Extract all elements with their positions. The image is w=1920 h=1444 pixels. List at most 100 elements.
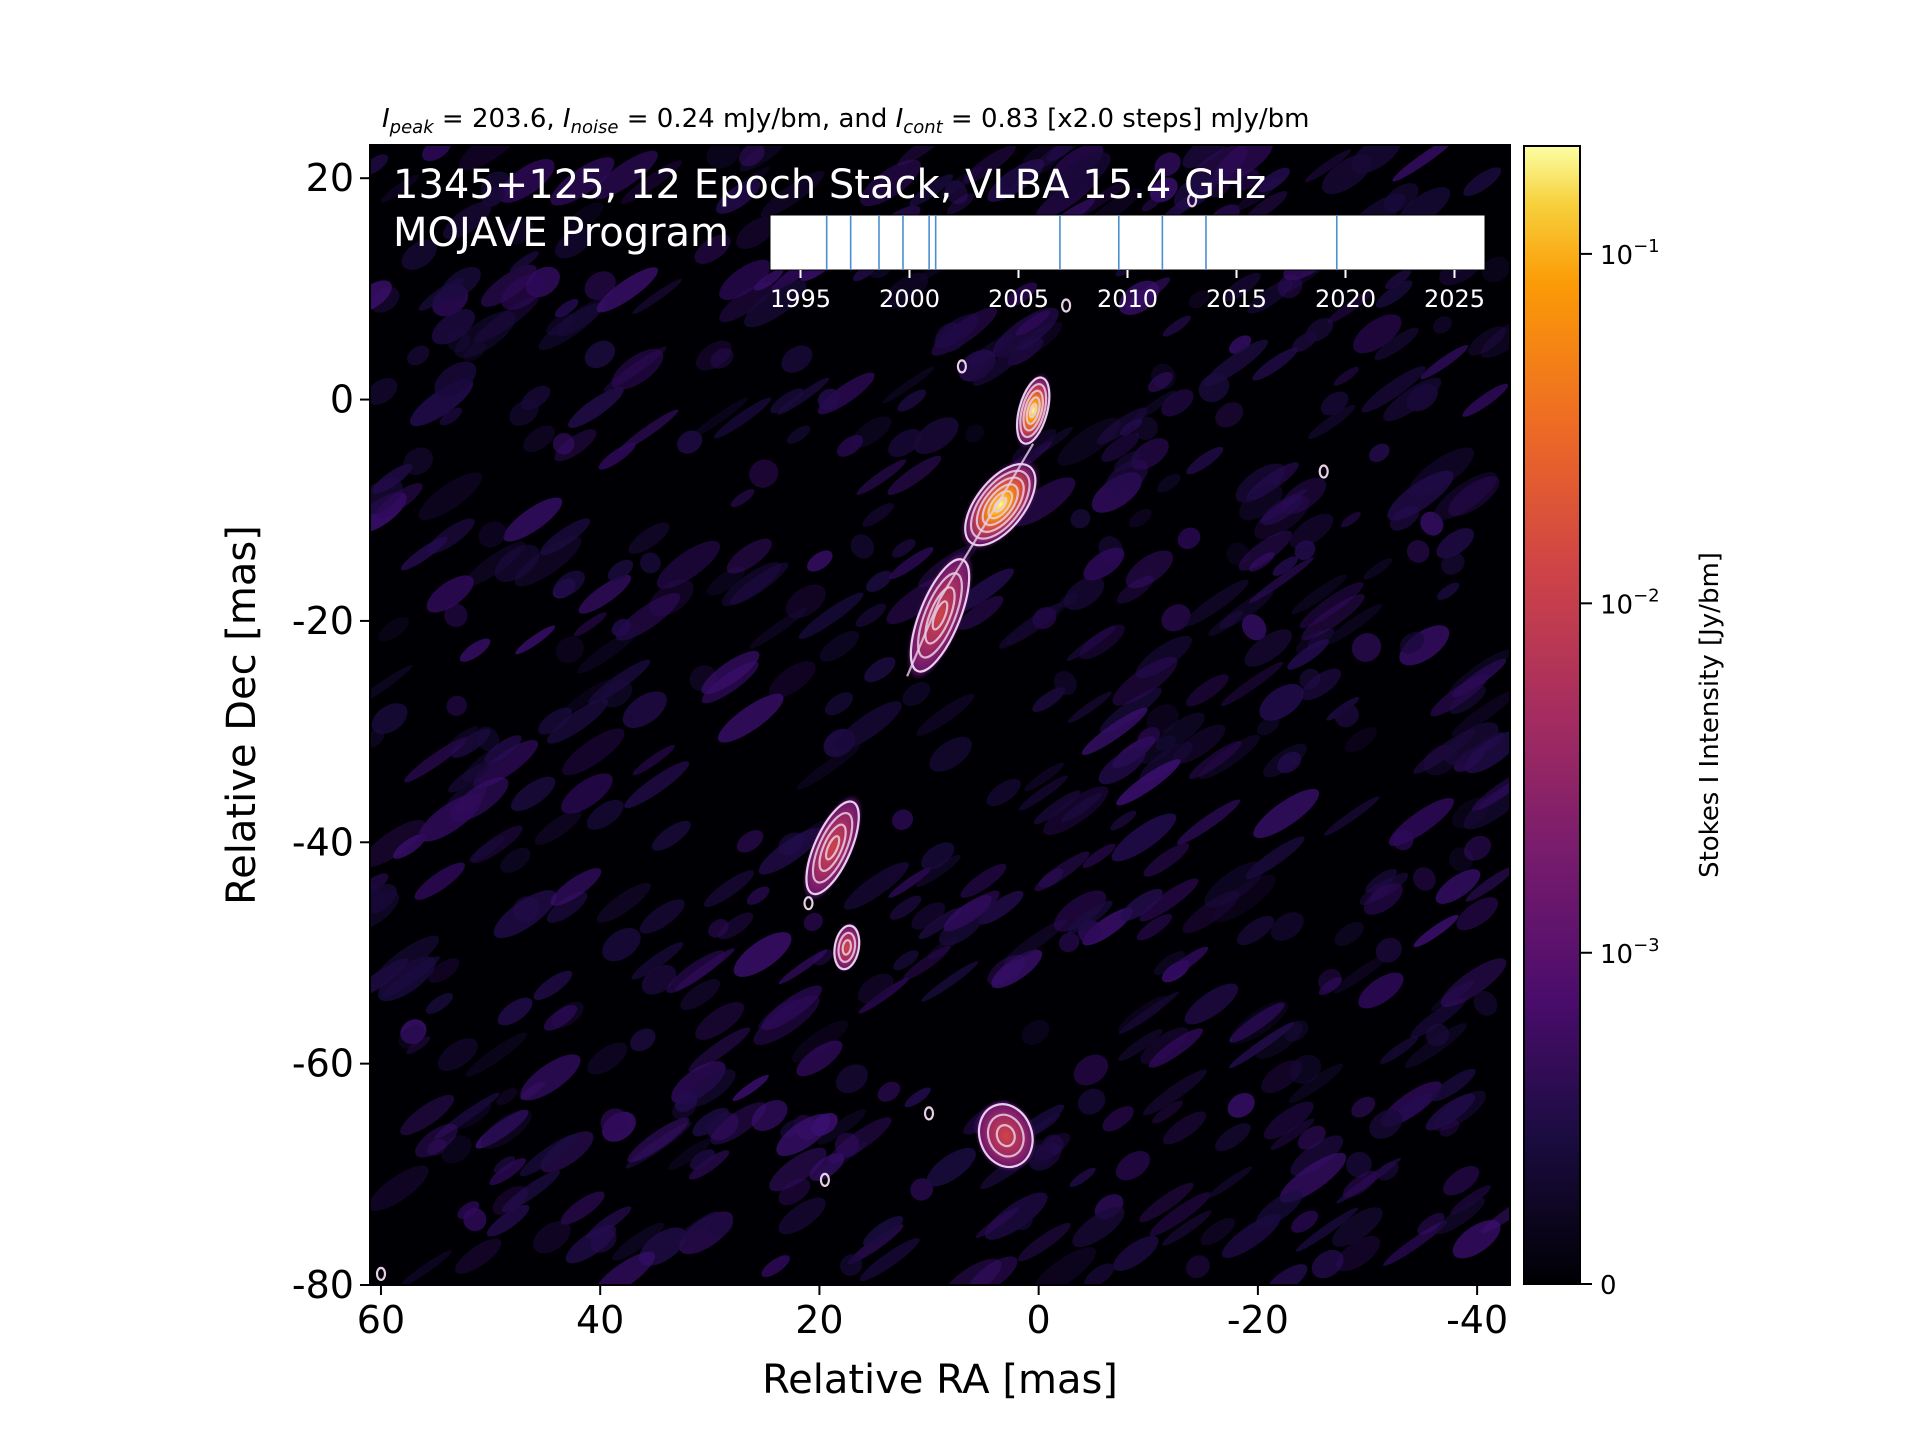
noise-speckle [493,1156,516,1174]
noise-speckle [407,345,430,366]
noise-speckle [991,949,1043,989]
noise-speckle [1436,528,1475,559]
noise-speckle [1236,916,1274,946]
noise-speckle [1156,473,1181,493]
noise-speckle [427,518,475,554]
noise-speckle [819,630,860,662]
noise-speckle [1113,450,1141,472]
noise-speckle [550,157,615,206]
noise-speckle [746,886,770,905]
noise-speckle [1241,614,1267,641]
noise-speckle [1116,575,1154,604]
noise-speckle [1032,1247,1097,1285]
noise-speckle [1291,574,1347,615]
noise-speckle [744,280,807,328]
noise-speckle [1047,152,1111,201]
noise-speckle [1277,751,1302,774]
noise-speckle [835,1064,868,1094]
noise-speckle [785,584,826,619]
noise-speckle [1137,727,1161,747]
noise-speckle [863,1216,904,1247]
noise-speckle [828,1117,892,1164]
noise-speckle [1188,290,1210,309]
noise-speckle [415,1123,458,1158]
noise-speckle [472,740,539,789]
noise-speckle [758,827,822,875]
noise-speckle [1448,476,1500,517]
y-tick-label: -40 [292,820,354,864]
noise-speckle [1119,418,1143,436]
noise-speckle [749,607,808,649]
contour-knot-c [833,924,861,971]
noise-speckle [621,160,682,204]
noise-speckle [736,216,776,249]
noise-speckle [459,638,491,662]
noise-speckle [732,1074,769,1102]
noise-speckle [1441,552,1465,575]
noise-speckle [1148,1028,1203,1068]
noise-speckle [986,778,1021,807]
noise-speckle [1368,443,1390,463]
noise-speckle [418,793,482,842]
timeline-tick-label: 2005 [988,285,1049,313]
noise-speckle [1115,1150,1151,1181]
contour-islet [375,1266,387,1282]
noise-speckle [1420,345,1469,380]
noise-speckle [534,809,582,845]
noise-speckle [1176,799,1241,845]
noise-speckle [611,618,631,637]
contour-layer [375,193,1329,1282]
noise-speckle [943,890,1000,932]
noise-speckle [1346,1151,1372,1178]
noise-speckle [695,1001,745,1040]
noise-speckle [1331,1207,1383,1247]
noise-speckle [1162,946,1209,980]
noise-speckle [1118,991,1180,1035]
noise-speckle [1304,149,1352,183]
noise-speckle [1142,1069,1207,1116]
noise-speckle [786,425,811,444]
noise-speckle [978,890,1024,925]
noise-speckle [1463,835,1492,861]
noise-speckle [993,166,1026,192]
noise-speckle [891,539,916,558]
y-tick-label: -20 [292,599,354,643]
noise-speckle [1311,1249,1344,1279]
noise-speckle [888,429,922,457]
x-tick-label: 20 [795,1298,843,1342]
noise-speckle [688,1027,751,1072]
noise-speckle [1185,1255,1210,1279]
noise-speckle [493,890,557,939]
noise-speckle [425,992,454,1014]
noise-speckle [987,954,1026,986]
noise-speckle [448,761,490,793]
noise-speckle [897,389,927,412]
noise-speckle [1017,1222,1071,1262]
contour-knot-a [917,572,963,659]
noise-speckle [1463,167,1502,197]
noise-speckle [1248,557,1314,604]
noise-speckle [1058,592,1078,608]
contour-core [1019,383,1048,439]
noise-speckle [496,1087,518,1106]
noise-speckle [933,313,979,349]
contour-core [1025,396,1041,425]
noise-speckle [370,1165,429,1211]
noise-speckle [963,145,1016,184]
noise-speckle [1188,740,1242,780]
noise-speckle [600,1108,628,1135]
noise-speckle [513,896,540,923]
contour-islet [803,896,814,911]
noise-speckle [1212,874,1276,923]
noise-speckle [1288,1063,1344,1104]
noise-speckle [577,629,638,674]
noise-speckle [651,820,691,851]
contour-knot-b [811,812,854,884]
noise-speckle [454,310,516,358]
noise-speckle [1253,788,1320,839]
noise-speckle [427,1139,447,1156]
noise-speckle [372,463,413,494]
noise-speckle [1300,668,1342,701]
noise-speckle [1299,582,1364,629]
noise-speckle [1456,897,1499,931]
